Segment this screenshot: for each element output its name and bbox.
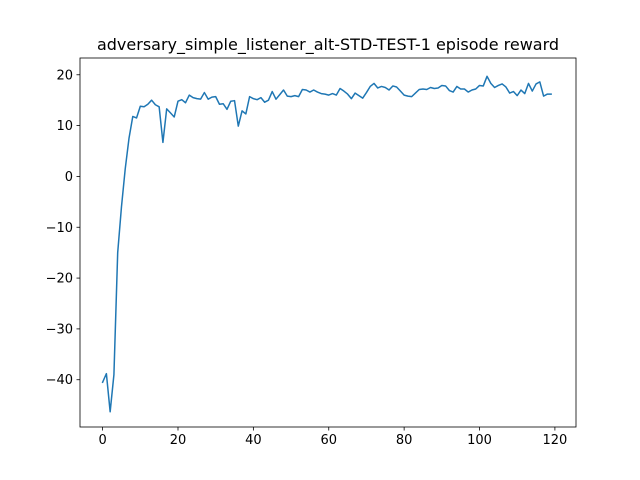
y-tick-label: 0 xyxy=(65,170,73,185)
y-tick-label: −10 xyxy=(46,221,73,236)
y-tick-label: 20 xyxy=(56,68,73,83)
x-tick-label: 0 xyxy=(98,433,106,448)
y-axis: −40 −30 −20 −10 0 10 20 xyxy=(46,68,80,388)
x-tick-label: 120 xyxy=(542,433,567,448)
y-tick-label: −30 xyxy=(46,322,73,337)
x-axis: 0 20 40 60 80 100 120 xyxy=(98,427,567,448)
x-tick-label: 20 xyxy=(170,433,187,448)
y-tick-label: −40 xyxy=(46,373,73,388)
x-tick-label: 40 xyxy=(245,433,262,448)
chart-title: adversary_simple_listener_alt-STD-TEST-1… xyxy=(97,35,559,55)
series-line-0 xyxy=(101,75,552,413)
plot-frame xyxy=(79,57,577,428)
chart-marks xyxy=(101,75,552,413)
x-tick-label: 60 xyxy=(320,433,337,448)
y-tick-label: −20 xyxy=(46,272,73,287)
x-tick-label: 80 xyxy=(396,433,413,448)
y-tick-label: 10 xyxy=(56,119,73,134)
x-tick-label: 100 xyxy=(467,433,492,448)
